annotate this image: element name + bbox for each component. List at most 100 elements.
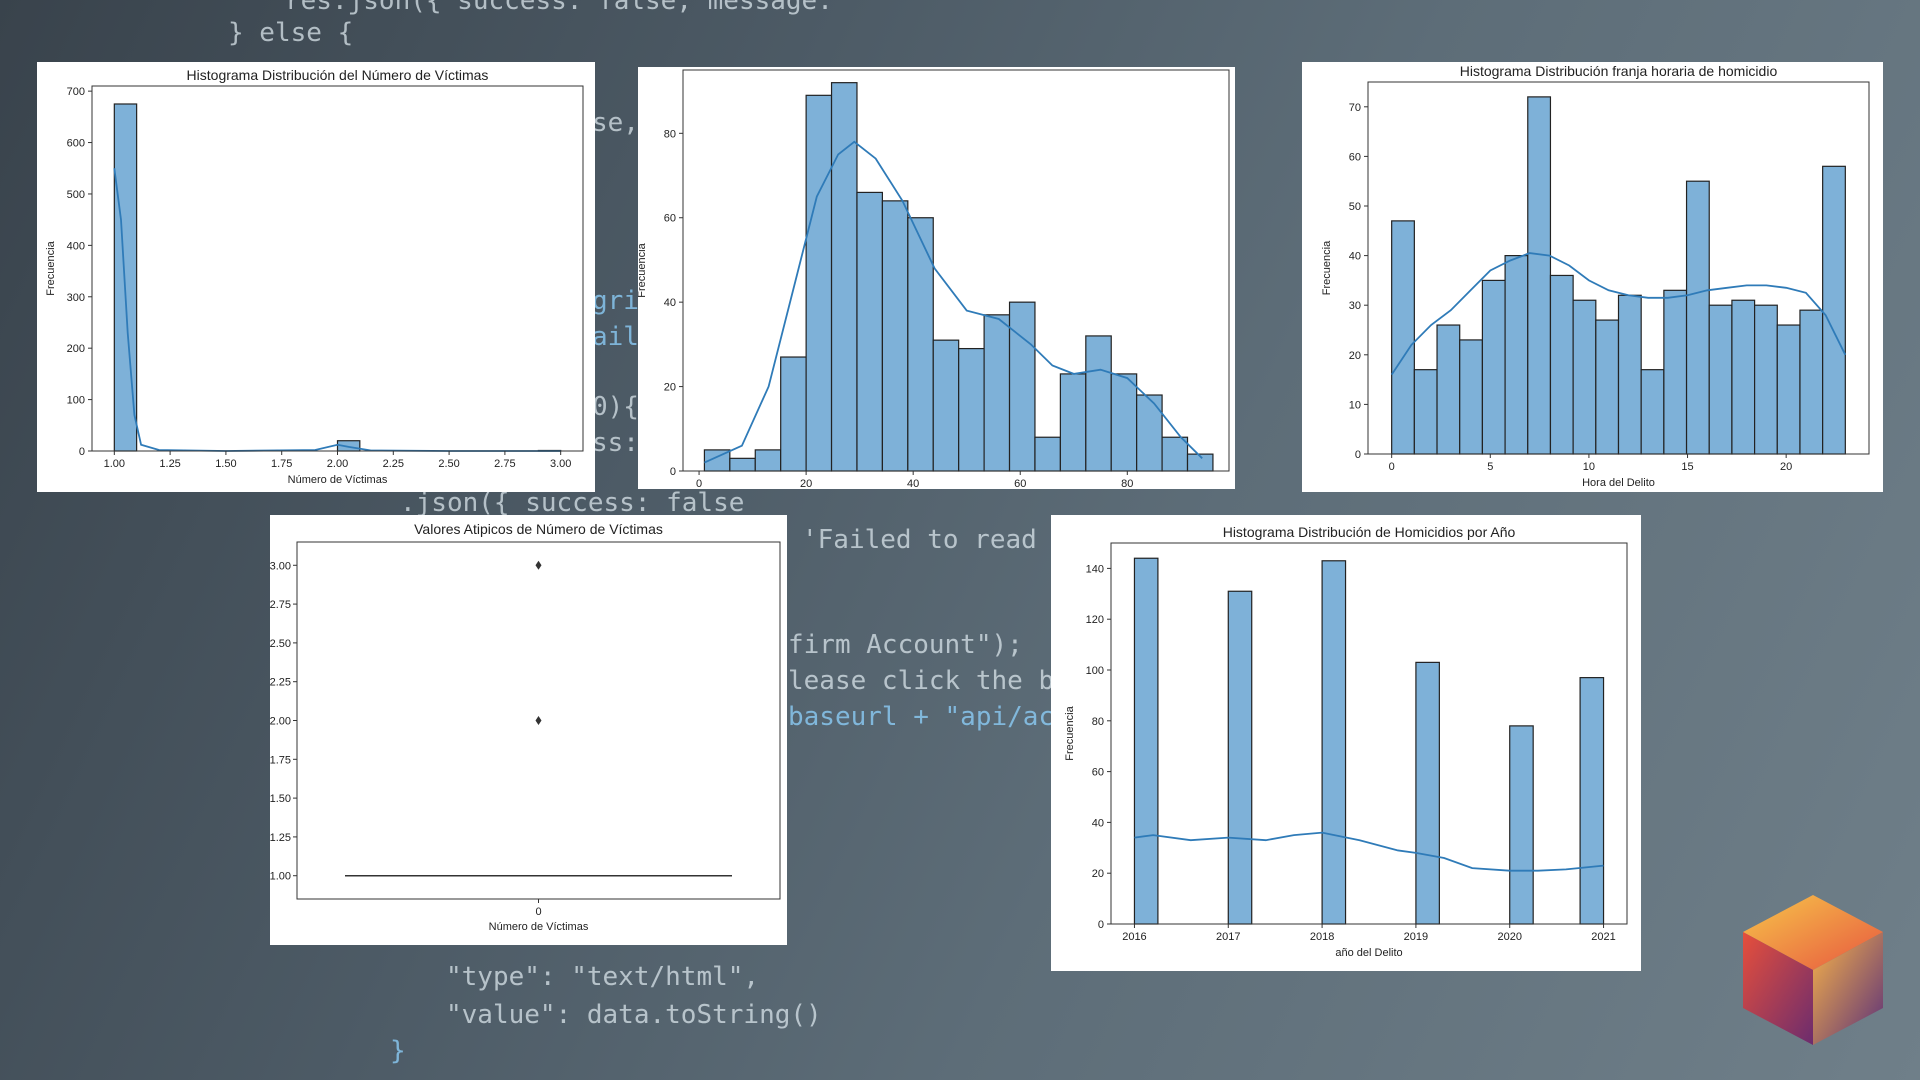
outlier-marker (535, 560, 542, 570)
x-tick-label: 1.25 (159, 458, 180, 470)
bg-code-line: .json({ success: false (400, 488, 745, 518)
bg-code-line: firm Account"); (788, 630, 1023, 660)
bg-code-line: 0){ (592, 392, 639, 422)
plot-frame (1367, 81, 1870, 455)
x-tick-label: 2.75 (494, 458, 515, 470)
x-tick-label: 2016 (1122, 931, 1146, 943)
anio-histogram: 2016 2017 2018 2019 2020 2021 0 20 40 60 80 100 120 1… (1064, 524, 1628, 959)
x-tick-label: 20 (1780, 461, 1792, 473)
x-axis-label: Número de Víctimas (489, 921, 589, 933)
chart-panel-victimas: 1.00 1.25 1.50 1.75 2.00 2.25 2.50 2.75 3.00 0 100… (37, 62, 595, 492)
y-tick-label: 700 (67, 86, 85, 98)
kde-line (1134, 831, 1604, 872)
atipicos-boxplot: 1.00 1.25 1.50 1.75 2.00 2.25 2.50 2.75 3.00 0 Núm… (270, 521, 781, 933)
x-tick-label: 2.25 (383, 458, 404, 470)
histogram-bar (1436, 324, 1461, 455)
y-tick-label: 0 (670, 466, 676, 478)
histogram-bar (881, 200, 909, 472)
histogram-bar (1685, 180, 1710, 455)
y-tick-label: 60 (1092, 767, 1104, 779)
x-tick-label: 40 (907, 478, 919, 489)
x-tick-label: 60 (1014, 478, 1026, 489)
y-tick-label: 1.75 (270, 754, 291, 766)
y-tick-label: 2.75 (270, 599, 291, 611)
y-tick-label: 100 (67, 395, 85, 407)
y-axis-label: Frecuencia (638, 242, 648, 297)
x-axis-label: Número de Víctimas (288, 474, 388, 486)
histogram-bar (1572, 299, 1597, 455)
bg-code-line: "type": "text/html", (446, 962, 760, 992)
histogram-bar (1708, 304, 1733, 455)
bg-code-line: } else { (228, 18, 354, 48)
x-tick-label: 0 (535, 906, 541, 918)
plot-frame (91, 85, 584, 452)
y-tick-label: 10 (1349, 399, 1361, 411)
y-tick-label: 50 (1349, 201, 1361, 213)
histogram-bar (1321, 560, 1347, 925)
histogram-bar (830, 82, 858, 472)
x-tick-label: 5 (1487, 461, 1493, 473)
histogram-bar (932, 339, 960, 472)
y-tick-label: 2.25 (270, 677, 291, 689)
histogram-bar (1136, 394, 1163, 472)
x-tick-label: 10 (1583, 461, 1595, 473)
histogram-bar (1663, 289, 1688, 455)
histogram-bar (1799, 309, 1824, 455)
bg-code-line: res.json({ success: false, message: (285, 0, 833, 16)
histogram-bar (1579, 677, 1605, 925)
y-tick-label: 2.50 (270, 638, 291, 650)
y-tick-label: 200 (67, 343, 85, 355)
bg-code-line: } (390, 1036, 406, 1066)
x-tick-label: 0 (696, 478, 702, 489)
y-tick-label: 20 (1349, 350, 1361, 362)
y-tick-label: 500 (67, 189, 85, 201)
y-tick-label: 300 (67, 292, 85, 304)
victimas-histogram: 1.00 1.25 1.50 1.75 2.00 2.25 2.50 2.75 3.00 0 100… (45, 67, 584, 486)
histogram-bar (983, 314, 1011, 472)
histogram-bar (1822, 165, 1846, 455)
x-tick-label: 2021 (1591, 931, 1615, 943)
x-tick-label: 2.00 (327, 458, 348, 470)
y-tick-label: 20 (664, 382, 676, 394)
histogram-bar (907, 217, 934, 472)
x-tick-label: 2018 (1310, 931, 1334, 943)
y-tick-label: 1.25 (270, 832, 291, 844)
x-axis-label: año del Delito (1335, 947, 1402, 959)
bg-code-line: ss: (592, 428, 639, 458)
x-tick-label: 1.00 (104, 458, 125, 470)
histogram-bar (1034, 436, 1061, 472)
histogram-bar (958, 347, 985, 472)
histogram-bar (1617, 294, 1642, 455)
bg-code-line: se, (592, 108, 639, 138)
y-axis-label: Frecuencia (1321, 240, 1333, 295)
chart-panel-edad: 0 20 40 60 80 0 20 40 60 80 Frecuencia (638, 67, 1235, 489)
x-tick-label: 2.50 (438, 458, 459, 470)
y-tick-label: 0 (1098, 919, 1104, 931)
histogram-bar (1391, 220, 1415, 455)
x-tick-label: 2019 (1404, 931, 1428, 943)
chart-title: Histograma Distribución franja horaria d… (1460, 63, 1778, 79)
y-axis-label: Frecuencia (45, 240, 57, 295)
histogram-bar (1161, 436, 1189, 472)
x-tick-label: 1.75 (271, 458, 292, 470)
y-tick-label: 140 (1086, 563, 1104, 575)
y-tick-label: 60 (1349, 151, 1361, 163)
x-axis-label: Hora del Delito (1582, 477, 1655, 489)
y-tick-label: 1.50 (270, 793, 291, 805)
y-tick-label: 2.00 (270, 716, 291, 728)
histogram-bar (1459, 339, 1484, 455)
y-tick-label: 120 (1086, 614, 1104, 626)
y-tick-label: 600 (67, 138, 85, 150)
y-tick-label: 100 (1086, 665, 1104, 677)
chart-panel-franja: 0 5 10 15 20 0 10 20 30 40 50 60 70 Histograma Distri… (1302, 62, 1883, 492)
kde-line (113, 168, 561, 452)
y-tick-label: 1.00 (270, 871, 291, 883)
histogram-bar (1640, 369, 1665, 455)
histogram-bar (754, 449, 782, 472)
plot-frame (1110, 542, 1628, 925)
histogram-bar (1509, 725, 1534, 925)
y-tick-label: 70 (1349, 102, 1361, 114)
histogram-bar (1549, 274, 1574, 455)
x-tick-label: 2020 (1497, 931, 1521, 943)
